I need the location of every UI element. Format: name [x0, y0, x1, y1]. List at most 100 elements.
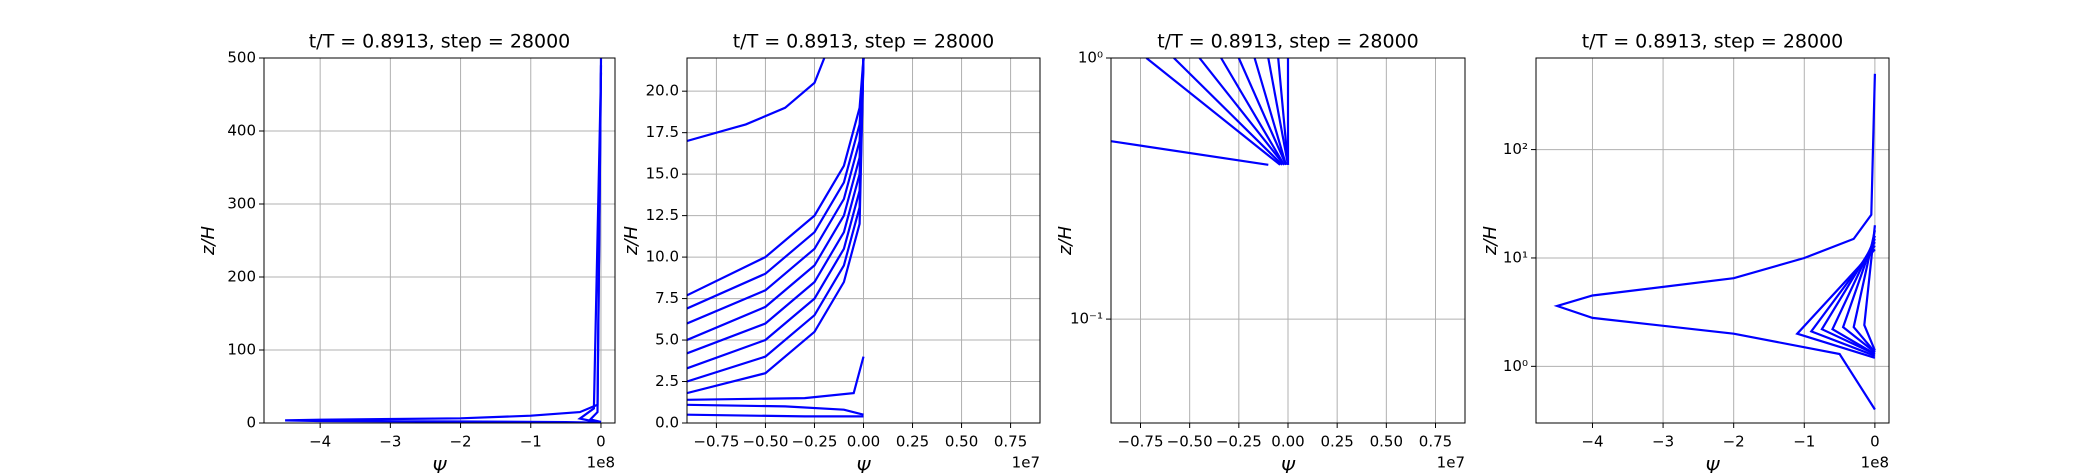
y-tick-label: 5.0: [655, 331, 679, 349]
data-line: [687, 403, 864, 416]
y-tick-label: 10⁰: [1078, 49, 1103, 67]
data-line: [1198, 58, 1285, 166]
y-tick-label: 7.5: [655, 289, 679, 307]
data-line: [687, 58, 826, 143]
data-line: [1173, 58, 1283, 166]
data-line: [285, 58, 603, 423]
x-tick-label: −0.50: [1167, 433, 1213, 451]
x-tick-label: −2: [1723, 433, 1745, 451]
x-tick-label: −3: [379, 433, 401, 451]
data-line: [1863, 225, 1876, 351]
subplot-title: t/T = 0.8913, step = 28000: [733, 31, 995, 53]
y-tick-label: 500: [227, 49, 256, 67]
x-offset-label: 1e8: [587, 454, 615, 472]
data-line: [1237, 58, 1288, 166]
x-tick-label: −4: [1581, 433, 1603, 451]
data-line: [687, 58, 865, 325]
x-tick-label: −1: [520, 433, 542, 451]
y-tick-label: 400: [227, 122, 256, 140]
x-tick-label: −4: [309, 433, 331, 451]
x-tick-label: 0.25: [1320, 433, 1353, 451]
data-line: [1809, 244, 1876, 357]
x-offset-label: 1e8: [1861, 454, 1889, 472]
data-line: [1820, 241, 1876, 355]
y-tick-label: 15.0: [646, 165, 679, 183]
axes-frame: [263, 57, 616, 424]
data-line: [687, 58, 865, 310]
subplot: −4 −3 −2 −1 0 10⁰ 10¹ 10² t/T = 0.8913, step = 2…: [1480, 31, 1890, 475]
y-tick-label: 20.0: [646, 82, 679, 100]
subplot: −0.75 −0.50 −0.25 0.00 0.25 0.50 0.75 0.0 2.5 5.0…: [621, 31, 1041, 475]
data-line: [1267, 58, 1290, 165]
plot-area: [1553, 73, 1876, 411]
data-line: [1145, 58, 1281, 166]
x-tick-label: 0.75: [1419, 433, 1452, 451]
axes-frame: [1110, 57, 1466, 424]
x-tick-label: −0.25: [791, 433, 837, 451]
x-axis-label: Ψ: [1705, 457, 1720, 475]
y-tick-label: 100: [227, 341, 256, 359]
data-line: [1831, 238, 1876, 355]
data-line: [1277, 58, 1290, 165]
x-tick-label: 0.50: [945, 433, 978, 451]
data-line: [1553, 73, 1876, 411]
data-line: [687, 58, 865, 395]
x-tick-label: 0.00: [847, 433, 880, 451]
y-tick-label: 0: [246, 414, 256, 432]
subplot-title: t/T = 0.8913, step = 28000: [309, 31, 571, 53]
axes-frame: [1535, 57, 1890, 424]
x-tick-label: 0.00: [1271, 433, 1304, 451]
data-line: [1111, 140, 1269, 166]
data-line: [687, 58, 865, 370]
plot-area: [1111, 58, 1290, 166]
y-tick-label: 10²: [1503, 140, 1528, 158]
y-tick-label: 12.5: [646, 206, 679, 224]
x-axis-label: Ψ: [1281, 457, 1296, 475]
x-tick-label: −1: [1793, 433, 1815, 451]
x-offset-label: 1e7: [1012, 454, 1040, 472]
x-tick-label: −0.50: [742, 433, 788, 451]
x-axis-label: Ψ: [432, 457, 447, 475]
y-axis-label: z/H: [621, 226, 642, 257]
x-tick-label: −0.75: [1118, 433, 1164, 451]
data-line: [1220, 58, 1286, 166]
data-line: [588, 65, 603, 423]
plot-area: [687, 58, 865, 418]
x-axis-label: Ψ: [856, 457, 871, 475]
x-tick-label: 0: [596, 433, 606, 451]
x-tick-label: 0.75: [994, 433, 1027, 451]
x-tick-label: −0.75: [693, 433, 739, 451]
data-line: [1795, 248, 1876, 359]
x-tick-label: 0.50: [1370, 433, 1403, 451]
y-axis-label: z/H: [198, 226, 219, 257]
data-line: [687, 356, 865, 401]
y-tick-label: 2.5: [655, 372, 679, 390]
x-tick-label: −3: [1652, 433, 1674, 451]
data-line: [1253, 58, 1288, 166]
subplot: −0.75 −0.50 −0.25 0.00 0.25 0.50 0.75 10⁻¹ 10⁰ t/…: [1055, 31, 1466, 475]
subplot-title: t/T = 0.8913, step = 28000: [1157, 31, 1419, 53]
x-offset-label: 1e7: [1437, 454, 1465, 472]
data-line: [1852, 230, 1876, 353]
data-line: [687, 58, 865, 355]
subplot-title: t/T = 0.8913, step = 28000: [1582, 31, 1844, 53]
y-tick-label: 300: [227, 195, 256, 213]
y-tick-label: 10⁰: [1503, 357, 1528, 375]
y-tick-label: 10.0: [646, 248, 679, 266]
subplot: −4 −3 −2 −1 0 0 100 200 300 400 500 t/T = 0.8913, s…: [198, 31, 616, 475]
x-tick-label: −2: [449, 433, 471, 451]
data-line: [687, 413, 864, 418]
x-tick-label: −0.25: [1216, 433, 1262, 451]
data-line: [1841, 235, 1876, 354]
y-tick-label: 0.0: [655, 414, 679, 432]
y-axis-label: z/H: [1055, 226, 1076, 257]
y-tick-label: 17.5: [646, 123, 679, 141]
axes-frame: [686, 57, 1041, 424]
y-tick-label: 200: [227, 268, 256, 286]
y-axis-label: z/H: [1480, 226, 1501, 257]
y-tick-label: 10¹: [1503, 248, 1528, 266]
y-tick-label: 10⁻¹: [1070, 310, 1103, 328]
x-tick-label: 0.25: [896, 433, 929, 451]
plot-area: [285, 58, 603, 423]
